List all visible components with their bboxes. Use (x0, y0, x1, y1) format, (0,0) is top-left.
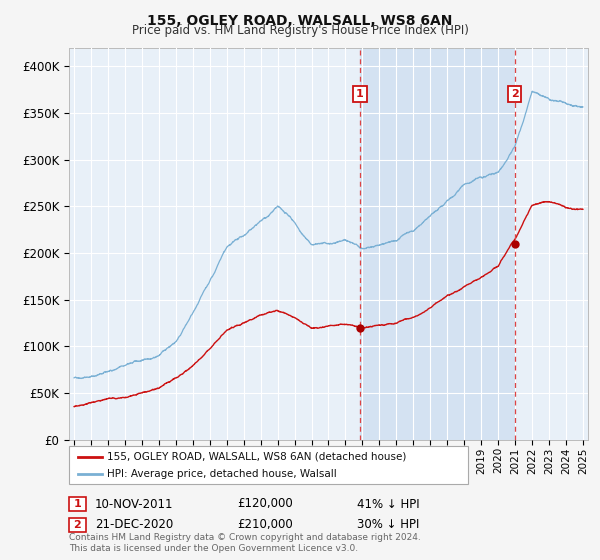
Text: £210,000: £210,000 (237, 518, 293, 531)
Text: 10-NOV-2011: 10-NOV-2011 (95, 497, 173, 511)
Text: 41% ↓ HPI: 41% ↓ HPI (357, 497, 419, 511)
Text: £120,000: £120,000 (237, 497, 293, 511)
Text: Price paid vs. HM Land Registry's House Price Index (HPI): Price paid vs. HM Land Registry's House … (131, 24, 469, 37)
Text: 2: 2 (511, 89, 518, 99)
Text: 21-DEC-2020: 21-DEC-2020 (95, 518, 173, 531)
Text: 30% ↓ HPI: 30% ↓ HPI (357, 518, 419, 531)
Text: 2: 2 (74, 520, 81, 530)
Text: 155, OGLEY ROAD, WALSALL, WS8 6AN (detached house): 155, OGLEY ROAD, WALSALL, WS8 6AN (detac… (107, 452, 406, 462)
Bar (360, 48, 515, 440)
Text: 1: 1 (74, 499, 81, 509)
Text: HPI: Average price, detached house, Walsall: HPI: Average price, detached house, Wals… (107, 469, 337, 479)
Text: Contains HM Land Registry data © Crown copyright and database right 2024.
This d: Contains HM Land Registry data © Crown c… (69, 533, 421, 553)
Text: 155, OGLEY ROAD, WALSALL, WS8 6AN: 155, OGLEY ROAD, WALSALL, WS8 6AN (148, 14, 452, 28)
Text: 1: 1 (356, 89, 364, 99)
